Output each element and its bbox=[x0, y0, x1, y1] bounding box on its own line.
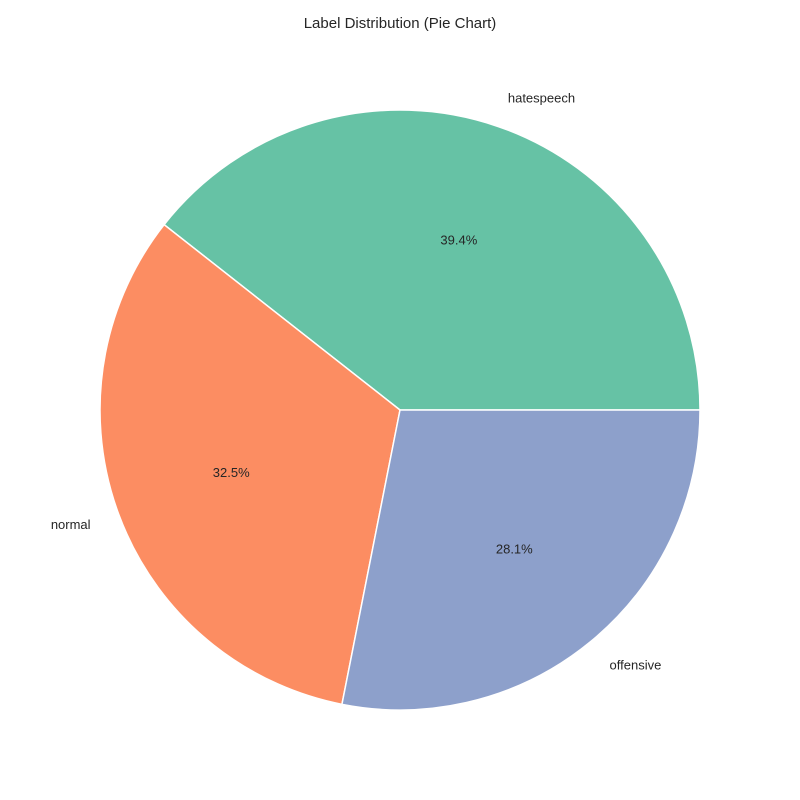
percent-label-normal: 32.5% bbox=[213, 465, 250, 480]
pie-slice-offensive bbox=[341, 409, 701, 711]
percent-label-offensive: 28.1% bbox=[496, 542, 533, 557]
category-label-offensive: offensive bbox=[610, 657, 662, 672]
pie-slice-hatespeech bbox=[163, 109, 701, 411]
percent-label-hatespeech: 39.4% bbox=[440, 232, 477, 247]
category-label-normal: normal bbox=[51, 517, 91, 532]
pie-slice-normal bbox=[99, 223, 401, 706]
pie-slices bbox=[99, 109, 701, 711]
category-label-hatespeech: hatespeech bbox=[508, 91, 575, 106]
chart-title: Label Distribution (Pie Chart) bbox=[304, 15, 497, 32]
pie-labels: 39.4% hatespeech 32.5% normal 28.1% offensive bbox=[51, 91, 662, 673]
